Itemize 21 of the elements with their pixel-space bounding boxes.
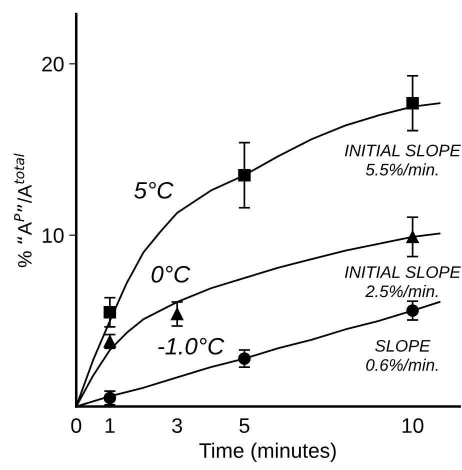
point bbox=[238, 168, 251, 182]
point bbox=[238, 352, 251, 365]
point bbox=[406, 304, 419, 317]
annotation: INITIAL SLOPE 5.5%/min. bbox=[344, 144, 461, 176]
point bbox=[104, 306, 116, 319]
point bbox=[406, 96, 419, 110]
point bbox=[406, 230, 419, 244]
text: 5°C bbox=[134, 182, 174, 199]
y-axis-title: % “A$^{P}$”/A$^{total}$ bbox=[14, 154, 32, 268]
series-label: -1.0°C bbox=[158, 338, 224, 355]
x-tick-label: 3 bbox=[172, 418, 182, 433]
x-tick-label: 0 bbox=[71, 418, 82, 433]
point bbox=[170, 308, 184, 320]
x-tick-label: 1 bbox=[106, 418, 115, 433]
x-axis-title: Time (minutes) bbox=[199, 442, 336, 462]
series-label: 0°C bbox=[152, 266, 190, 283]
annotation: INITIAL SLOPE 2.5%/min. bbox=[344, 266, 461, 298]
annotation: SLOPE 0.6%/min. bbox=[366, 340, 438, 371]
y-tick-label: 20 bbox=[42, 56, 64, 72]
x-tick-label: 5 bbox=[239, 418, 250, 433]
x-tick-label: 10 bbox=[402, 418, 424, 433]
